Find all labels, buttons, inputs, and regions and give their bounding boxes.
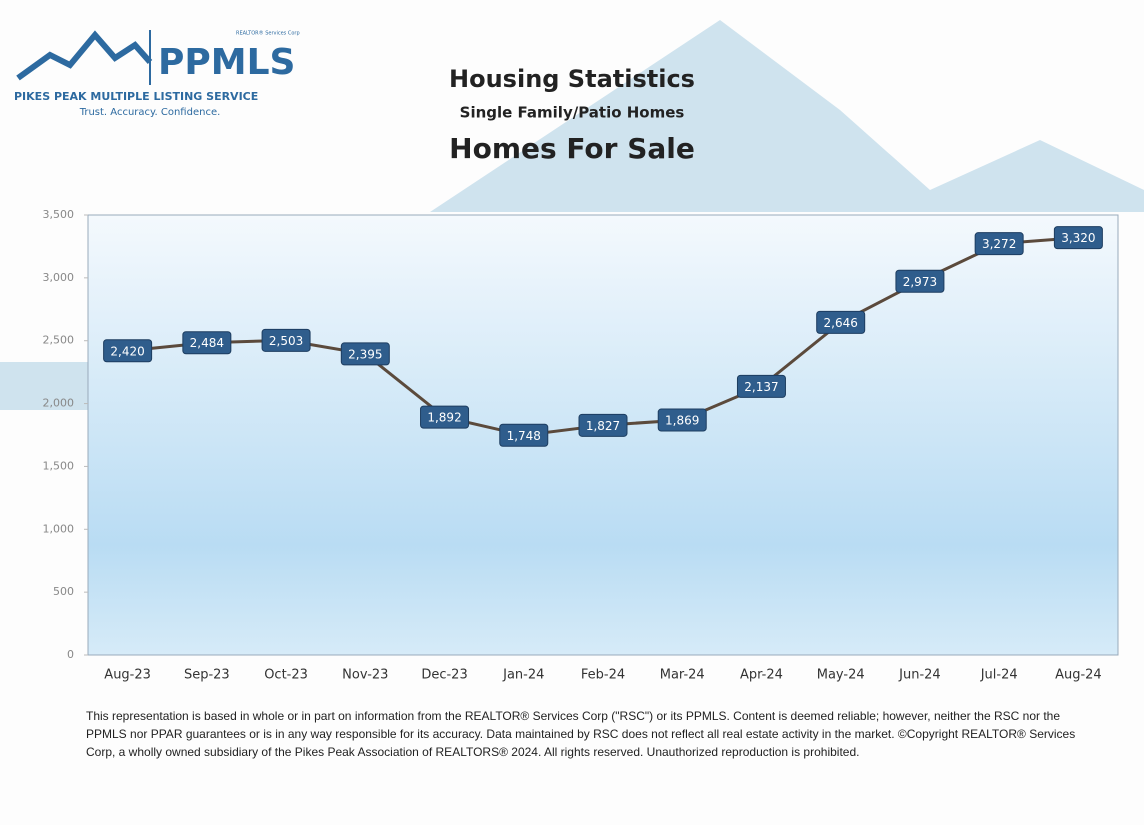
value-label: 2,646 — [824, 316, 858, 330]
y-tick-label: 500 — [53, 585, 74, 598]
value-label: 1,892 — [427, 411, 461, 425]
value-label-box — [657, 408, 707, 432]
value-label-box — [420, 405, 470, 429]
value-label-box — [340, 342, 390, 366]
value-label: 2,503 — [269, 334, 303, 348]
x-tick-label: May-24 — [817, 668, 865, 683]
x-tick-label: Dec-23 — [421, 668, 467, 683]
y-tick-label: 2,500 — [43, 334, 75, 347]
value-label: 3,320 — [1061, 231, 1095, 245]
y-tick-label: 1,000 — [43, 522, 75, 535]
logo-name: PPMLS — [158, 42, 295, 83]
heading: Housing Statistics — [449, 65, 695, 93]
x-tick-label: Oct-23 — [264, 668, 308, 683]
value-label-box — [182, 331, 232, 355]
y-tick-label: 3,000 — [43, 271, 75, 284]
value-label: 3,272 — [982, 237, 1016, 251]
value-label: 2,973 — [903, 275, 937, 289]
y-tick-label: 0 — [67, 648, 74, 661]
x-tick-label: Jul-24 — [980, 668, 1018, 683]
x-tick-label: Jun-24 — [898, 668, 941, 683]
value-label-box — [895, 269, 945, 293]
x-tick-label: Aug-23 — [104, 668, 151, 683]
value-label-box — [103, 339, 153, 363]
value-label: 1,827 — [586, 419, 620, 433]
value-label-box — [816, 310, 866, 334]
subtitle: Single Family/Patio Homes — [460, 104, 685, 122]
y-tick-label: 2,000 — [43, 397, 75, 410]
value-label: 1,748 — [507, 429, 541, 443]
disclaimer: This representation is based in whole or… — [86, 709, 1076, 759]
logo-corp: REALTOR® Services Corp — [236, 30, 300, 37]
x-tick-label: Sep-23 — [184, 668, 230, 683]
logo-service: PIKES PEAK MULTIPLE LISTING SERVICE — [14, 90, 258, 103]
background-band — [0, 362, 90, 410]
x-tick-label: Nov-23 — [342, 668, 388, 683]
value-label-box — [261, 328, 311, 352]
x-tick-label: Aug-24 — [1055, 668, 1102, 683]
y-tick-label: 1,500 — [43, 459, 75, 472]
chart-title: Homes For Sale — [449, 132, 695, 165]
value-label-box — [1053, 226, 1103, 250]
value-label: 2,484 — [190, 336, 224, 350]
value-label-box — [578, 413, 628, 437]
x-tick-label: Feb-24 — [581, 668, 625, 683]
value-label: 2,137 — [744, 380, 778, 394]
logo-icon — [16, 30, 153, 81]
value-label: 2,420 — [110, 344, 144, 358]
value-label: 2,395 — [348, 347, 382, 361]
value-label-box — [499, 423, 549, 447]
x-tick-label: Jan-24 — [502, 668, 544, 683]
x-tick-label: Apr-24 — [740, 668, 783, 683]
background-mountains — [430, 20, 1144, 212]
x-tick-label: Mar-24 — [660, 668, 705, 683]
y-tick-label: 3,500 — [43, 208, 75, 221]
value-label-box — [974, 232, 1024, 256]
value-label-box — [736, 374, 786, 398]
value-label: 1,869 — [665, 414, 699, 428]
logo-tagline: Trust. Accuracy. Confidence. — [79, 107, 221, 118]
